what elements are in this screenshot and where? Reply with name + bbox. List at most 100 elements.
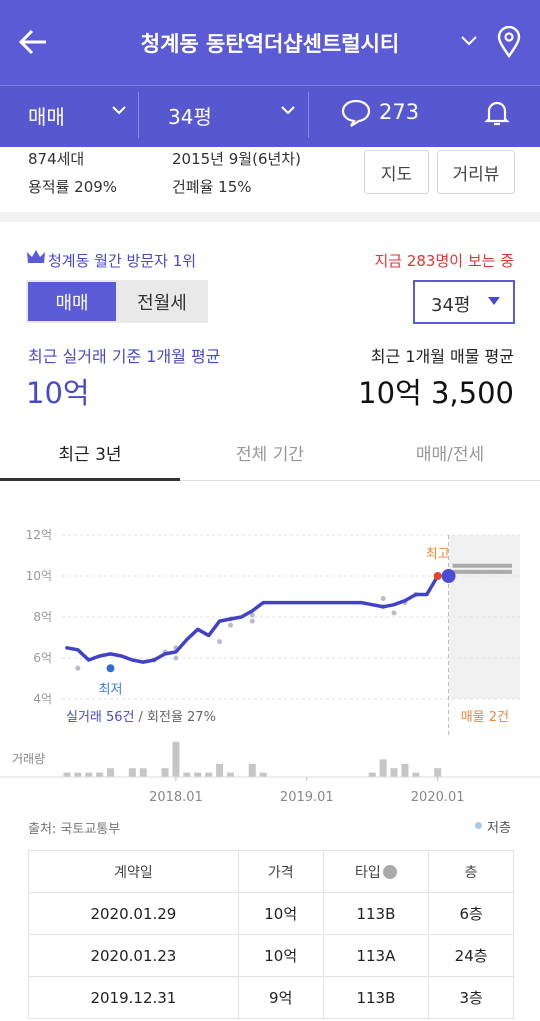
households: 874세대 — [28, 150, 85, 168]
size-filter[interactable]: 34평 — [168, 105, 212, 129]
size-select-text[interactable]: 34평 — [431, 295, 471, 316]
volume-bar — [85, 772, 93, 777]
tab-underline — [0, 478, 180, 481]
transaction-dot — [391, 610, 397, 616]
volume-bar — [205, 772, 213, 777]
deal-tab-active[interactable]: 매매 — [28, 282, 116, 321]
trade-count: 실거래 56건 — [66, 710, 135, 725]
app-bar — [0, 0, 540, 85]
column-header: 층 — [428, 850, 514, 893]
divider — [308, 92, 309, 138]
crown-icon — [27, 250, 45, 263]
volume-bar — [63, 772, 71, 777]
y-tick-label: 6억 — [33, 651, 52, 665]
transaction-dot — [249, 618, 255, 624]
table-row: 2020.01.23 10억 113A 24층 — [28, 934, 514, 977]
listing-count: 매물 2건 — [461, 710, 509, 725]
x-tick-label: 2020.01 — [411, 790, 465, 805]
table-cell: 2020.01.29 — [28, 892, 239, 935]
turnover: / 회전율 27% — [139, 710, 216, 725]
chevron — [112, 106, 126, 115]
street-view-button[interactable]: 거리뷰 — [437, 150, 515, 194]
volume-bar — [368, 772, 376, 777]
volume-bar — [183, 772, 191, 777]
comment-count[interactable]: 273 — [379, 100, 420, 124]
source: 출처: 국토교통부 — [28, 822, 121, 837]
volume-bar — [74, 772, 82, 777]
transaction-dot — [380, 596, 386, 602]
built-year: 2015년 9월(6년차) — [172, 150, 301, 168]
map-button[interactable]: 지도 — [364, 150, 429, 194]
table-row: 2019.12.31 9억 113B 3층 — [28, 976, 514, 1019]
price-line — [65, 574, 440, 664]
deal-tab[interactable]: 전월세 — [137, 292, 187, 314]
actual-avg-label: 최근 실거래 기준 1개월 평균 — [28, 347, 221, 366]
table-cell: 2019.12.31 — [28, 976, 239, 1019]
y-tick-label: 10억 — [26, 569, 52, 583]
volume-bar — [226, 772, 234, 777]
legend-low-floor: 저층 — [487, 821, 511, 836]
volume-bar — [96, 772, 104, 777]
column-header: 계약일 — [28, 850, 239, 893]
live-viewers: 지금 283명이 보는 중 — [374, 252, 514, 270]
transaction-dot — [227, 622, 233, 628]
max-point — [433, 572, 442, 580]
comment-icon[interactable] — [340, 98, 372, 128]
column-header: 가격 — [237, 850, 324, 893]
column-title: 계약일 — [114, 864, 153, 881]
column-title: 타입 — [355, 864, 381, 881]
table-cell: 2020.01.23 — [28, 934, 239, 977]
transaction-table: 계약일 가격 타입 층 2020.01.29 10억 113B 6층 2020.01.23 10억… — [28, 850, 514, 1019]
listing-point — [441, 569, 456, 583]
table-row: 2020.01.29 10억 113B 6층 — [28, 892, 514, 935]
column-header: 타입 — [322, 850, 430, 893]
ranking-badge: 청계동 월간 방문자 1위 — [48, 252, 197, 270]
period-tab[interactable]: 전체 기간 — [236, 445, 304, 465]
building-coverage: 건폐율 15% — [172, 178, 252, 196]
size-select[interactable] — [413, 280, 515, 324]
volume-bar — [172, 741, 180, 777]
table-cell: 10억 — [237, 934, 324, 977]
x-tick-label: 2018.01 — [149, 790, 203, 805]
floor-area-ratio: 용적률 209% — [28, 178, 118, 196]
title-dropdown[interactable] — [460, 34, 478, 48]
listing-avg-label: 최근 1개월 매물 평균 — [370, 347, 514, 366]
table-cell: 10억 — [237, 892, 324, 935]
y-tick-label: 12억 — [26, 528, 52, 542]
table-cell: 9억 — [237, 976, 324, 1019]
transaction-dot — [249, 612, 255, 618]
x-tick-label: 2019.01 — [280, 790, 334, 805]
table-cell: 3층 — [428, 976, 514, 1019]
map-pin[interactable] — [496, 26, 522, 58]
filter-bar — [0, 85, 540, 147]
transaction-dot — [173, 655, 179, 661]
complex-title: 청계동 동탄역더샵센트럴시티 — [140, 32, 400, 56]
table-cell: 6층 — [428, 892, 514, 935]
transaction-dot — [75, 665, 81, 671]
period-tab[interactable]: 매매/전세 — [415, 445, 485, 465]
table-cell: 24층 — [428, 934, 514, 977]
volume-bar — [379, 759, 387, 777]
volume-bar — [216, 763, 224, 777]
period-tab-active[interactable]: 최근 3년 — [58, 445, 122, 465]
y-tick-label: 4억 — [33, 692, 52, 706]
min-label: 최저 — [99, 682, 123, 697]
table-header: 계약일 가격 타입 층 — [28, 850, 514, 893]
alarm-bell[interactable] — [484, 98, 510, 128]
dropdown-triangle — [488, 297, 500, 305]
max-label: 최고 — [426, 547, 450, 562]
volume-bar — [194, 772, 202, 777]
back-button[interactable] — [18, 28, 50, 56]
min-point — [106, 664, 115, 673]
table-cell: 113B — [322, 892, 430, 935]
trade-summary: 실거래 56건 / 회전율 27% — [66, 710, 216, 725]
volume-bar — [259, 772, 267, 777]
volume-bar — [412, 772, 420, 777]
volume-label: 거래량 — [12, 752, 45, 766]
transaction-dot — [217, 639, 223, 645]
volume-bar — [128, 768, 136, 777]
trade-type[interactable]: 매매 — [28, 105, 65, 129]
